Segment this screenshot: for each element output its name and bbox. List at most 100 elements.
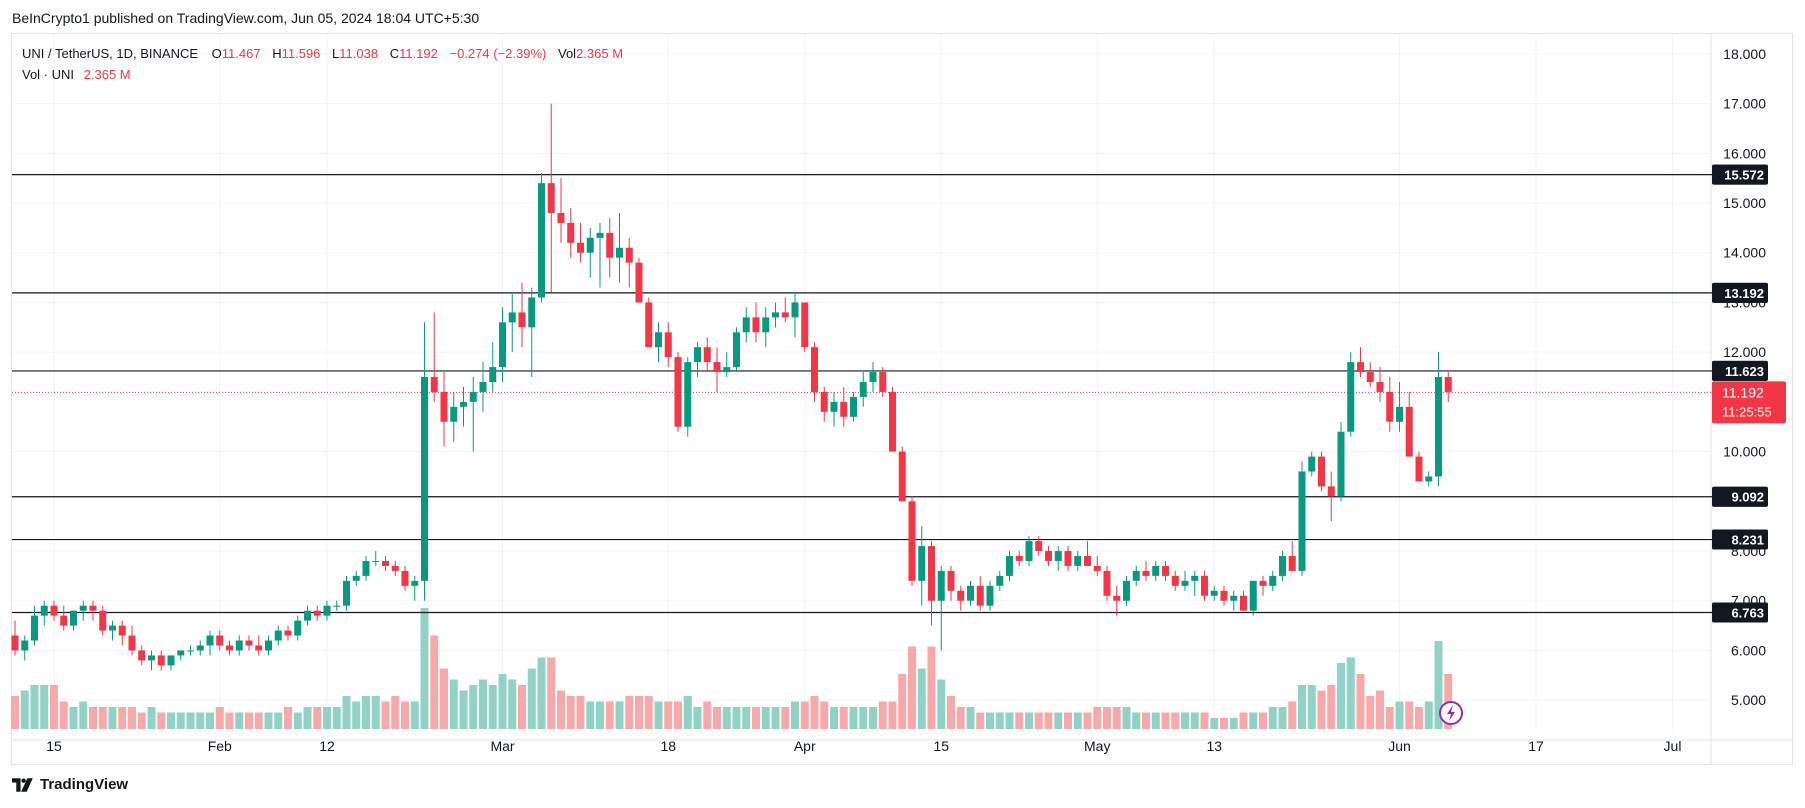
volume-bar bbox=[1171, 712, 1180, 729]
volume-bar bbox=[167, 712, 175, 729]
candle-body bbox=[694, 347, 701, 363]
candle-body bbox=[616, 247, 623, 258]
symbol-info: UNI / TetherUS, 1D, BINANCE bbox=[22, 46, 199, 61]
support-resistance-levels bbox=[12, 173, 1712, 614]
volume-bar bbox=[722, 707, 731, 729]
candle-body bbox=[11, 635, 19, 651]
candle-body bbox=[304, 610, 311, 621]
level-price-label-top: 8.231 bbox=[1731, 533, 1764, 548]
candle-body bbox=[89, 605, 97, 611]
volume-bar bbox=[1424, 701, 1433, 729]
volume-bar bbox=[703, 701, 712, 729]
candle-body bbox=[1191, 575, 1199, 581]
volume-bar bbox=[1073, 712, 1082, 729]
candle-body bbox=[1366, 372, 1374, 382]
candle-body bbox=[255, 645, 263, 651]
candle-body bbox=[928, 546, 935, 601]
candle-body bbox=[1269, 575, 1277, 586]
candle-body bbox=[1308, 456, 1316, 472]
candle-body bbox=[1386, 391, 1394, 422]
volume-bar bbox=[576, 696, 585, 729]
volume-bar bbox=[1298, 685, 1306, 729]
price-tick-label: 18.000 bbox=[1723, 46, 1766, 62]
candle-body bbox=[1006, 556, 1013, 576]
price-tick-label: 16.000 bbox=[1723, 145, 1766, 161]
candle-body bbox=[996, 575, 1004, 586]
candle-body bbox=[1132, 570, 1140, 581]
candle-body bbox=[138, 650, 146, 661]
volume-bar bbox=[245, 712, 253, 729]
volume-bar bbox=[849, 707, 858, 729]
price-axis: 15.572 13.192 11.623 9.092 8.231 6.763 5.000 6.… bbox=[1712, 46, 1786, 708]
candle-body bbox=[752, 317, 760, 333]
candle-body bbox=[1240, 595, 1247, 611]
volume-bar bbox=[1181, 712, 1189, 729]
volume-bar bbox=[1434, 641, 1443, 729]
volume-bar bbox=[878, 701, 887, 729]
candle-body bbox=[79, 605, 87, 611]
candle-body bbox=[976, 585, 984, 606]
candle-body bbox=[1171, 575, 1179, 586]
brand-name: TradingView bbox=[40, 776, 129, 793]
candle-body bbox=[703, 347, 711, 363]
candle-body bbox=[947, 570, 955, 591]
volume-bar bbox=[1268, 707, 1277, 729]
candle-body bbox=[1084, 556, 1091, 566]
candle-body bbox=[1064, 551, 1072, 566]
candle-body bbox=[1435, 377, 1442, 477]
tradingview-brand[interactable]: TradingView bbox=[12, 776, 128, 793]
candle-body bbox=[723, 367, 731, 373]
candle-body bbox=[157, 655, 165, 666]
volume-bar bbox=[1288, 701, 1297, 729]
candle-body bbox=[411, 580, 419, 586]
volume-bar bbox=[1327, 685, 1336, 729]
volume-bar bbox=[1278, 707, 1287, 729]
candle-body bbox=[1210, 590, 1218, 596]
candle-body bbox=[547, 183, 555, 213]
time-tick-label: Jun bbox=[1388, 738, 1411, 754]
volume-bar bbox=[888, 701, 897, 729]
candle-body bbox=[294, 620, 302, 636]
volume-bar bbox=[956, 707, 965, 729]
volume-bar bbox=[40, 685, 49, 729]
candle-body bbox=[684, 362, 692, 427]
candle-body bbox=[1230, 595, 1238, 601]
volume-bar bbox=[1103, 707, 1111, 729]
volume-bar bbox=[284, 707, 292, 729]
volume-bar bbox=[713, 707, 721, 729]
volume-bar bbox=[1220, 718, 1228, 729]
volume-series-value: 2.365 M bbox=[83, 67, 131, 82]
candle-body bbox=[1347, 362, 1355, 432]
candle-body bbox=[859, 382, 867, 397]
volume-bar bbox=[947, 696, 955, 729]
volume-bar bbox=[1200, 712, 1209, 729]
candle-body bbox=[1142, 570, 1150, 576]
candle-body bbox=[235, 640, 243, 651]
candle-body bbox=[1162, 565, 1169, 576]
volume-bar bbox=[1307, 685, 1316, 729]
open-value: 11.467 bbox=[221, 46, 261, 61]
candle-body bbox=[167, 655, 175, 666]
candle-body bbox=[333, 605, 341, 607]
volume-bar bbox=[898, 674, 907, 729]
candle-body bbox=[518, 312, 526, 328]
volume-bar bbox=[20, 690, 29, 729]
candle-body bbox=[1249, 580, 1257, 611]
candle-body bbox=[840, 401, 848, 417]
volume-bar bbox=[820, 701, 829, 729]
volume-series-label: Vol · UNI bbox=[22, 67, 75, 82]
chart-frame[interactable] bbox=[11, 33, 1793, 765]
candle-body bbox=[918, 546, 926, 581]
candle-body bbox=[70, 610, 77, 626]
volume-bar bbox=[89, 707, 97, 729]
volume-bars bbox=[11, 608, 1453, 729]
candle-body bbox=[118, 625, 126, 636]
volume-bar bbox=[1093, 707, 1102, 729]
volume-bar bbox=[1025, 712, 1033, 729]
volume-bar bbox=[1415, 707, 1423, 729]
candle-body bbox=[313, 610, 321, 616]
event-marker bbox=[1439, 701, 1463, 725]
level-price-box-top bbox=[1712, 360, 1768, 381]
volume-bar bbox=[781, 707, 790, 729]
